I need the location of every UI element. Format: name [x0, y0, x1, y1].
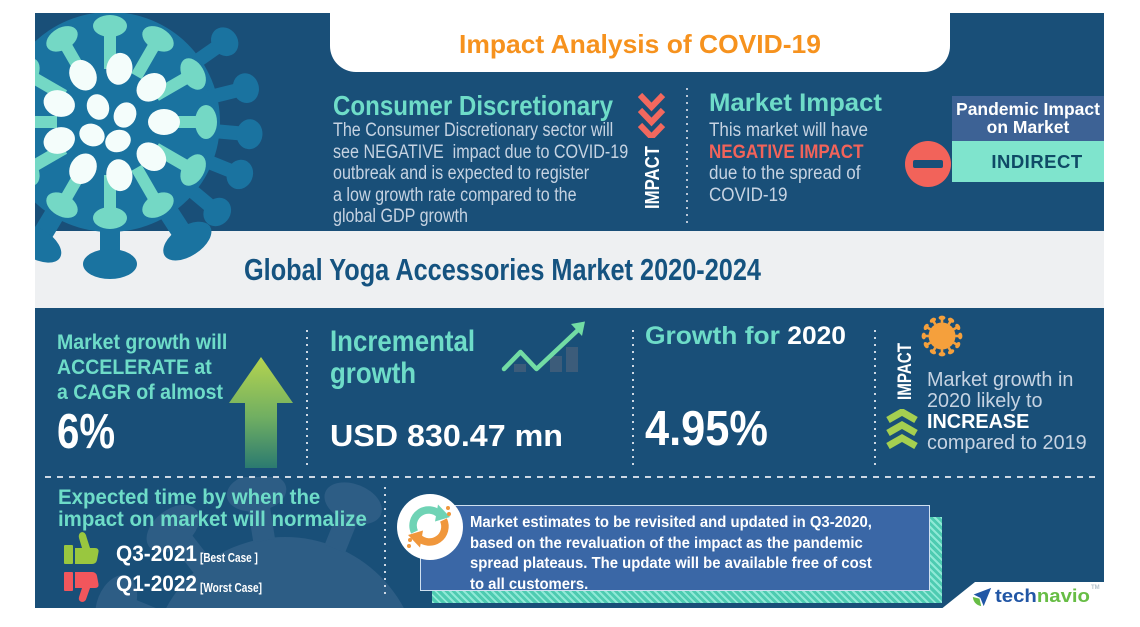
svg-text:IMPACT: IMPACT — [643, 146, 663, 209]
svg-text:IMPACT: IMPACT — [895, 343, 915, 400]
